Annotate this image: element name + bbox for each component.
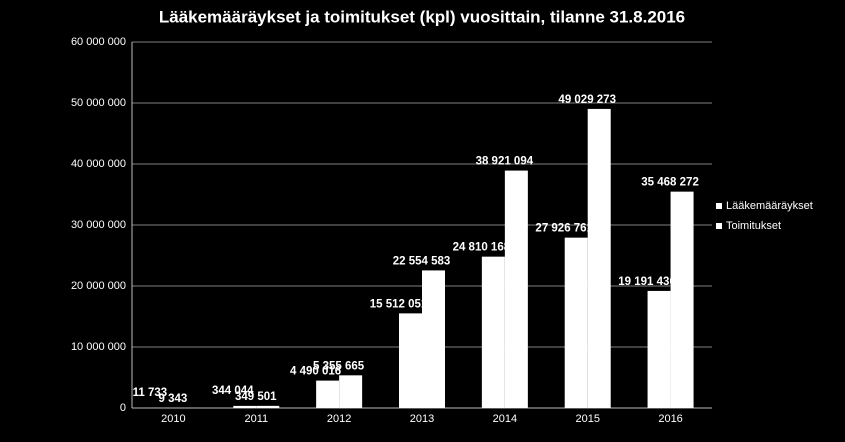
legend-swatch [716,203,722,209]
y-tick-label: 50 000 000 [71,97,126,109]
bar [481,256,505,408]
legend-label: Lääkemääräykset [726,200,813,212]
value-label: 19 191 436 [618,276,676,288]
value-label: 35 468 272 [641,177,699,189]
legend-label: Toimitukset [726,220,781,232]
chart-title: Lääkemääräykset ja toimitukset (kpl) vuo… [159,7,685,26]
x-tick-label: 2013 [410,413,434,425]
value-label: 344 044 [212,385,254,397]
legend-swatch [716,223,722,229]
y-tick-label: 30 000 000 [71,219,126,231]
x-tick-label: 2014 [493,413,517,425]
x-tick-label: 2011 [244,413,268,425]
x-tick-label: 2016 [658,413,682,425]
bar [564,237,588,408]
bar [587,108,611,408]
bar [233,405,257,408]
value-label: 27 926 761 [535,223,593,235]
x-tick-label: 2010 [161,413,185,425]
value-label: 38 921 094 [476,156,534,168]
y-tick-label: 20 000 000 [71,280,126,292]
y-tick-label: 40 000 000 [71,158,126,170]
value-label: 22 554 583 [393,255,451,267]
bar [504,170,528,408]
value-label: 15 512 051 [370,298,428,310]
value-label: 4 490 016 [290,366,341,378]
x-tick-label: 2015 [575,413,599,425]
bar [339,375,363,408]
bar [399,313,422,408]
value-label: 349 501 [235,391,277,403]
bar [422,270,445,408]
value-label: 49 029 273 [558,94,616,106]
y-tick-label: 60 000 000 [71,36,126,48]
bar [670,191,694,408]
bar [647,290,671,408]
x-tick-label: 2012 [327,413,351,425]
y-tick-label: 10 000 000 [71,341,126,353]
value-label: 9 343 [159,393,188,405]
bar [256,405,280,408]
value-label: 24 810 168 [453,242,511,254]
bar [316,380,340,408]
value-label: 5 355 665 [313,360,365,372]
y-tick-label: 0 [120,402,126,414]
value-label: 11 733 [133,387,168,399]
